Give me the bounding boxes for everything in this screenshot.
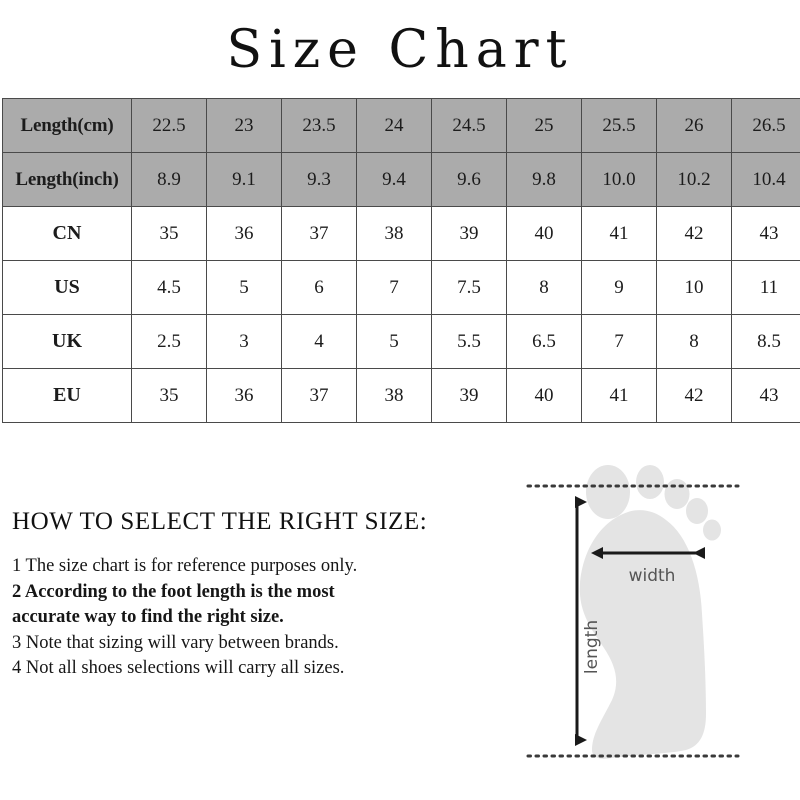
cell-r0-c2: 23.5 xyxy=(281,98,357,153)
cell-r0-c5: 25 xyxy=(506,98,582,153)
cell-r3-c3: 7 xyxy=(356,260,432,315)
cell-r2-c1: 36 xyxy=(206,206,282,261)
row-header-5: EU xyxy=(2,368,132,423)
page-title: Size Chart xyxy=(226,20,574,80)
cell-r4-c8: 8.5 xyxy=(731,314,800,369)
cell-r5-c3: 38 xyxy=(356,368,432,423)
length-label: length xyxy=(582,620,602,674)
cell-r2-c7: 42 xyxy=(656,206,732,261)
cell-r2-c0: 35 xyxy=(131,206,207,261)
cell-r3-c6: 9 xyxy=(581,260,657,315)
cell-r3-c2: 6 xyxy=(281,260,357,315)
footprint-shape xyxy=(579,465,721,759)
cell-r5-c4: 39 xyxy=(431,368,507,423)
cell-r3-c4: 7.5 xyxy=(431,260,507,315)
cell-r2-c4: 39 xyxy=(431,206,507,261)
table-row: EU 35 36 37 38 39 40 41 42 43 xyxy=(2,368,800,423)
table-row: Length(cm) 22.5 23 23.5 24 24.5 25 25.5 26 26.5 xyxy=(2,98,800,153)
how-to-line-1: 1 The size chart is for reference purpos… xyxy=(12,556,358,576)
foot-measurement-diagram: width length xyxy=(500,462,800,782)
cell-r5-c1: 36 xyxy=(206,368,282,423)
cell-r4-c7: 8 xyxy=(656,314,732,369)
cell-r1-c0: 8.9 xyxy=(131,152,207,207)
cell-r5-c2: 37 xyxy=(281,368,357,423)
table-row: US 4.5 5 6 7 7.5 8 9 10 11 xyxy=(2,260,800,315)
cell-r2-c6: 41 xyxy=(581,206,657,261)
cell-r4-c6: 7 xyxy=(581,314,657,369)
cell-r3-c0: 4.5 xyxy=(131,260,207,315)
cell-r0-c3: 24 xyxy=(356,98,432,153)
cell-r1-c5: 9.8 xyxy=(506,152,582,207)
cell-r4-c2: 4 xyxy=(281,314,357,369)
cell-r2-c2: 37 xyxy=(281,206,357,261)
row-header-3: US xyxy=(2,260,132,315)
cell-r4-c5: 6.5 xyxy=(506,314,582,369)
row-header-0: Length(cm) xyxy=(2,98,132,153)
toe-fourth xyxy=(686,498,708,524)
cell-r4-c0: 2.5 xyxy=(131,314,207,369)
cell-r4-c4: 5.5 xyxy=(431,314,507,369)
width-label: width xyxy=(629,566,676,586)
cell-r5-c7: 42 xyxy=(656,368,732,423)
cell-r1-c6: 10.0 xyxy=(581,152,657,207)
cell-r2-c5: 40 xyxy=(506,206,582,261)
cell-r3-c8: 11 xyxy=(731,260,800,315)
cell-r3-c7: 10 xyxy=(656,260,732,315)
cell-r5-c0: 35 xyxy=(131,368,207,423)
table-row: Length(inch) 8.9 9.1 9.3 9.4 9.6 9.8 10.0 10.2 10… xyxy=(2,152,800,207)
table-row: UK 2.5 3 4 5 5.5 6.5 7 8 8.5 xyxy=(2,314,800,369)
cell-r4-c3: 5 xyxy=(356,314,432,369)
cell-r0-c0: 22.5 xyxy=(131,98,207,153)
how-to-line-2: 2 According to the foot length is the mo… xyxy=(12,581,335,602)
size-chart-table: Length(cm) 22.5 23 23.5 24 24.5 25 25.5 26 26.5 Le… xyxy=(2,98,800,423)
cell-r0-c4: 24.5 xyxy=(431,98,507,153)
how-to-select-list: 1 The size chart is for reference purpos… xyxy=(12,554,492,682)
how-to-line-4: 3 Note that sizing will vary between bra… xyxy=(12,632,339,653)
cell-r5-c8: 43 xyxy=(731,368,800,423)
how-to-select-heading: HOW TO SELECT THE RIGHT SIZE: xyxy=(12,508,428,535)
cell-r1-c7: 10.2 xyxy=(656,152,732,207)
cell-r1-c1: 9.1 xyxy=(206,152,282,207)
cell-r3-c5: 8 xyxy=(506,260,582,315)
cell-r1-c2: 9.3 xyxy=(281,152,357,207)
cell-r5-c6: 41 xyxy=(581,368,657,423)
cell-r1-c8: 10.4 xyxy=(731,152,800,207)
cell-r0-c1: 23 xyxy=(206,98,282,153)
cell-r0-c8: 26.5 xyxy=(731,98,800,153)
size-chart-table-body: Length(cm) 22.5 23 23.5 24 24.5 25 25.5 26 26.5 Le… xyxy=(2,98,800,423)
cell-r2-c3: 38 xyxy=(356,206,432,261)
how-to-select-section: HOW TO SELECT THE RIGHT SIZE: 1 The size… xyxy=(12,508,492,682)
toe-third xyxy=(664,479,690,509)
toe-big xyxy=(586,465,630,519)
toe-little xyxy=(703,519,721,541)
row-header-4: UK xyxy=(2,314,132,369)
cell-r0-c6: 25.5 xyxy=(581,98,657,153)
foot-diagram-svg: width length xyxy=(526,465,740,759)
how-to-line-3: accurate way to find the right size. xyxy=(12,607,284,627)
cell-r2-c8: 43 xyxy=(731,206,800,261)
cell-r5-c5: 40 xyxy=(506,368,582,423)
cell-r3-c1: 5 xyxy=(206,260,282,315)
row-header-1: Length(inch) xyxy=(2,152,132,207)
cell-r1-c3: 9.4 xyxy=(356,152,432,207)
toe-second xyxy=(636,465,664,499)
cell-r4-c1: 3 xyxy=(206,314,282,369)
cell-r0-c7: 26 xyxy=(656,98,732,153)
how-to-line-5: 4 Not all shoes selections will carry al… xyxy=(12,658,345,678)
row-header-2: CN xyxy=(2,206,132,261)
cell-r1-c4: 9.6 xyxy=(431,152,507,207)
table-row: CN 35 36 37 38 39 40 41 42 43 xyxy=(2,206,800,261)
